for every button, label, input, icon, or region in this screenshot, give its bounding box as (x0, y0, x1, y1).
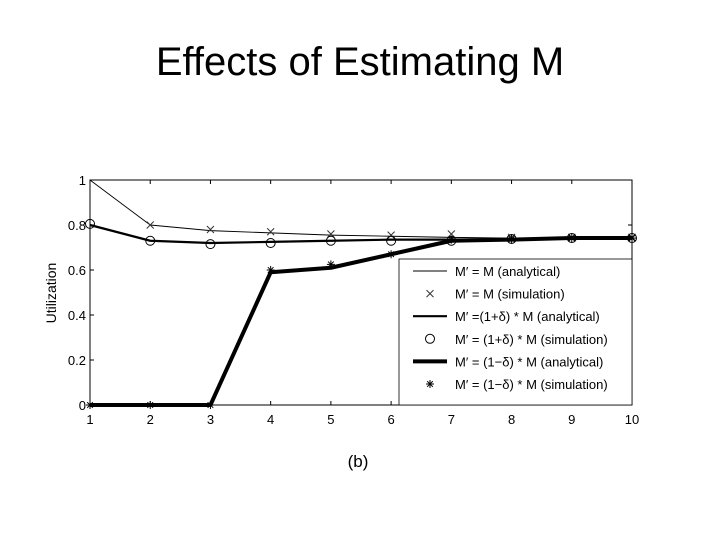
y-tick-label: 0.6 (68, 263, 86, 278)
x-tick-label: 9 (568, 412, 575, 427)
series-5 (90, 236, 632, 407)
legend-swatch (426, 289, 434, 298)
data-point (205, 239, 216, 250)
data-point (567, 234, 576, 243)
legend-item: M′ = M (simulation) (426, 287, 565, 302)
x-tick-label: 7 (448, 412, 455, 427)
data-point (206, 225, 215, 234)
slide-title: Effects of Estimating M (155, 40, 565, 84)
data-point (325, 235, 336, 246)
series-4 (85, 218, 637, 250)
legend-swatch (425, 333, 435, 344)
legend-item: M′ = M (analytical) (413, 264, 560, 279)
series-line (90, 236, 632, 407)
series-1 (89, 179, 632, 239)
data-point (266, 266, 275, 274)
x-tick-label: 2 (147, 412, 154, 427)
x-tick-label: 8 (508, 412, 515, 427)
legend-swatch (426, 380, 434, 388)
legend-label: M′ = (1−δ) * M (simulation) (455, 377, 608, 392)
y-axis-label: Utilization (43, 263, 59, 324)
y-tick-label: 0 (79, 398, 86, 413)
legend-item: M′ = (1−δ) * M (analytical) (413, 354, 603, 369)
x-tick-label: 1 (86, 412, 93, 427)
data-point (86, 401, 94, 409)
x-tick-label: 3 (207, 412, 214, 427)
axis-ticks: 1 2 3 4 5 6 7 8 9 10 0 0.2 0.4 0.6 0.8 1 (68, 173, 639, 427)
data-point (145, 235, 156, 246)
series-line (89, 179, 632, 239)
data-point (447, 235, 456, 244)
data-point (628, 234, 636, 243)
legend-label: M′ = M (analytical) (455, 264, 560, 279)
data-point (265, 238, 276, 248)
legend-label: M′ =(1+δ) * M (analytical) (455, 309, 600, 324)
y-tick-label: 1 (79, 173, 86, 188)
legend-label: M′ = (1+δ) * M (simulation) (455, 332, 608, 347)
x-tick-label: 10 (625, 412, 639, 427)
y-tick-label: 0.8 (68, 218, 86, 233)
data-point (387, 231, 395, 239)
y-tick-label: 0.2 (68, 353, 86, 368)
legend-item: M′ =(1+δ) * M (analytical) (413, 309, 600, 324)
data-point (206, 401, 215, 409)
legend-box (398, 258, 633, 406)
chart-caption: (b) (348, 452, 369, 471)
data-point (146, 221, 155, 229)
data-point (386, 235, 397, 246)
series-6 (86, 234, 636, 409)
data-point (326, 260, 335, 269)
data-point (507, 234, 516, 243)
series-group (85, 179, 637, 409)
legend-item: M′ = (1+δ) * M (simulation) (425, 332, 608, 347)
data-point (266, 227, 275, 236)
y-tick-label: 0.4 (68, 308, 86, 323)
x-tick-label: 5 (327, 412, 334, 427)
legend-label: M′ = M (simulation) (455, 287, 565, 302)
legend-item: M′ = (1−δ) * M (simulation) (426, 377, 608, 392)
legend-label: M′ = (1−δ) * M (analytical) (455, 354, 603, 369)
data-point (387, 250, 396, 259)
data-point (146, 401, 155, 409)
x-tick-label: 4 (267, 412, 274, 427)
x-tick-label: 6 (387, 412, 394, 427)
data-point (85, 218, 95, 229)
legend: M′ = M (analytical) M′ = M (simulation) M′… (398, 258, 633, 406)
